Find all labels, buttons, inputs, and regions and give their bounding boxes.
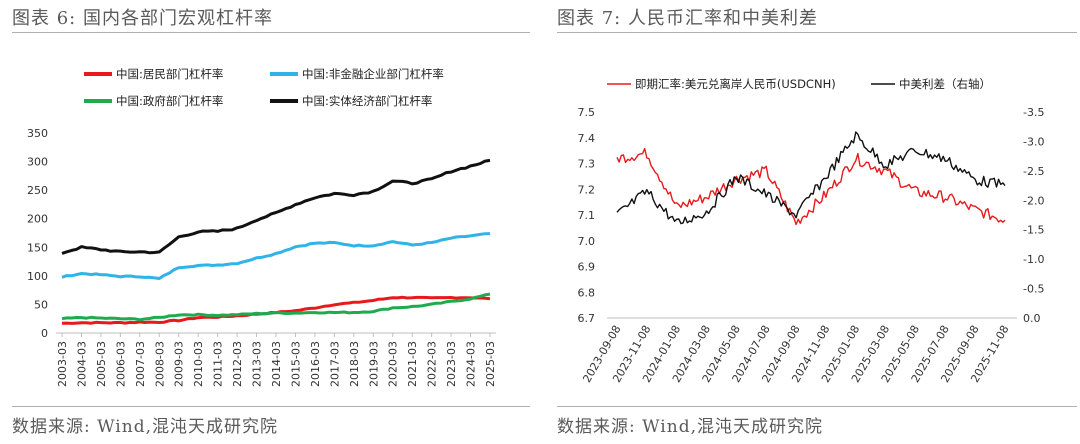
left-x-tick-label: 2020-03 <box>387 341 400 387</box>
left-y-tick-label: 100 <box>27 270 48 283</box>
right-y2-tick-label: -2.0 <box>1023 194 1044 207</box>
right-legend-label: 中美利差（右轴） <box>899 77 991 91</box>
right-chart-svg: 6.7 6.8 6.9 7.0 7.1 7.2 7.3 7.4 7.5 0.0 -0.5 -1.0 -1… <box>578 77 1045 385</box>
left-legend-label: 中国:居民部门杠杆率 <box>116 67 223 81</box>
left-chart-svg: 0 50 100 150 200 250 300 350 2003-03 2004-03 2005-… <box>27 67 497 387</box>
left-x-tick-label: 2023-03 <box>445 341 458 387</box>
left-x-tick-label: 2009-03 <box>173 341 186 387</box>
left-series-line <box>61 232 491 280</box>
left-x-tick-label: 2017-03 <box>328 341 341 387</box>
left-x-tick-label: 2019-03 <box>367 341 380 387</box>
left-x-tick-label: 2010-03 <box>192 341 205 387</box>
right-y-tick-label: 7.4 <box>578 132 596 145</box>
right-y2-tick-label: 0.0 <box>1023 312 1041 325</box>
right-y-tick-label: 7.0 <box>578 235 596 248</box>
left-y-tick-label: 200 <box>27 213 48 226</box>
right-y-tick-label: 6.8 <box>578 286 596 299</box>
right-y-tick-label: 7.2 <box>578 183 596 196</box>
right-y2-tick-label: -3.0 <box>1023 135 1044 148</box>
right-legend-label: 即期汇率:美元兑离岸人民币(USDCNH) <box>635 77 836 91</box>
right-chart-panel: 图表 7: 人民币汇率和中美利差 6.7 6.8 6.9 7.0 7.1 7.2 7.3 7.… <box>545 0 1080 444</box>
right-series-line <box>616 147 1006 226</box>
right-chart-source: 数据来源: Wind,混沌天成研究院 <box>557 417 823 437</box>
left-y-tick-label: 350 <box>27 127 48 140</box>
left-x-tick-label: 2005-03 <box>95 341 108 387</box>
left-x-tick-label: 2016-03 <box>309 341 322 387</box>
left-series-line <box>61 158 491 255</box>
left-y-tick-label: 150 <box>27 241 48 254</box>
right-y2-tick-label: -0.5 <box>1023 283 1044 296</box>
left-y-tick-label: 0 <box>41 327 48 340</box>
left-x-tick-label: 2006-03 <box>114 341 127 387</box>
left-chart-panel: 图表 6: 国内各部门宏观杠杆率 0 50 100 150 200 250 300 350 20… <box>12 8 530 437</box>
left-x-tick-label: 2025-03 <box>484 341 497 387</box>
right-y-tick-label: 6.7 <box>578 312 596 325</box>
left-chart-title: 图表 6: 国内各部门宏观杠杆率 <box>12 8 273 29</box>
left-x-tick-label: 2008-03 <box>153 341 166 387</box>
left-x-tick-label: 2024-03 <box>465 341 478 387</box>
left-x-tick-label: 2012-03 <box>231 341 244 387</box>
right-y2-tick-label: -3.5 <box>1023 106 1044 119</box>
left-x-tick-label: 2018-03 <box>348 341 361 387</box>
left-x-tick-label: 2021-03 <box>406 341 419 387</box>
left-legend-label: 中国:政府部门杠杆率 <box>116 94 223 108</box>
left-x-tick-label: 2022-03 <box>426 341 439 387</box>
left-x-tick-label: 2014-03 <box>270 341 283 387</box>
left-source-rule <box>12 406 530 407</box>
left-y-tick-label: 50 <box>34 298 48 311</box>
right-title-rule <box>557 32 1077 33</box>
right-y-tick-label: 7.1 <box>578 209 596 222</box>
left-y-tick-label: 250 <box>27 184 48 197</box>
left-series-line <box>61 292 491 322</box>
right-source-rule <box>557 406 1077 407</box>
left-x-tick-label: 2003-03 <box>56 341 69 387</box>
left-x-tick-label: 2013-03 <box>251 341 264 387</box>
left-x-tick-label: 2015-03 <box>289 341 302 387</box>
right-y-tick-label: 7.3 <box>578 158 596 171</box>
left-legend-label: 中国:非金融企业部门杠杆率 <box>302 67 444 81</box>
right-chart-title: 图表 7: 人民币汇率和中美利差 <box>557 8 818 29</box>
right-series-line <box>616 131 1006 225</box>
right-y-tick-label: 7.5 <box>578 106 596 119</box>
left-legend-label: 中国:实体经济部门杠杆率 <box>302 94 432 108</box>
right-y2-tick-label: -2.5 <box>1023 165 1044 178</box>
left-x-tick-label: 2011-03 <box>212 341 225 387</box>
right-y2-tick-label: -1.0 <box>1023 253 1044 266</box>
left-chart-source: 数据来源: Wind,混沌天成研究院 <box>12 417 278 437</box>
right-y2-tick-label: -1.5 <box>1023 224 1044 237</box>
right-y-tick-label: 6.9 <box>578 261 596 274</box>
left-y-tick-label: 300 <box>27 156 48 169</box>
left-title-rule <box>12 32 530 33</box>
left-x-tick-label: 2004-03 <box>75 341 88 387</box>
left-x-tick-label: 2007-03 <box>134 341 147 387</box>
